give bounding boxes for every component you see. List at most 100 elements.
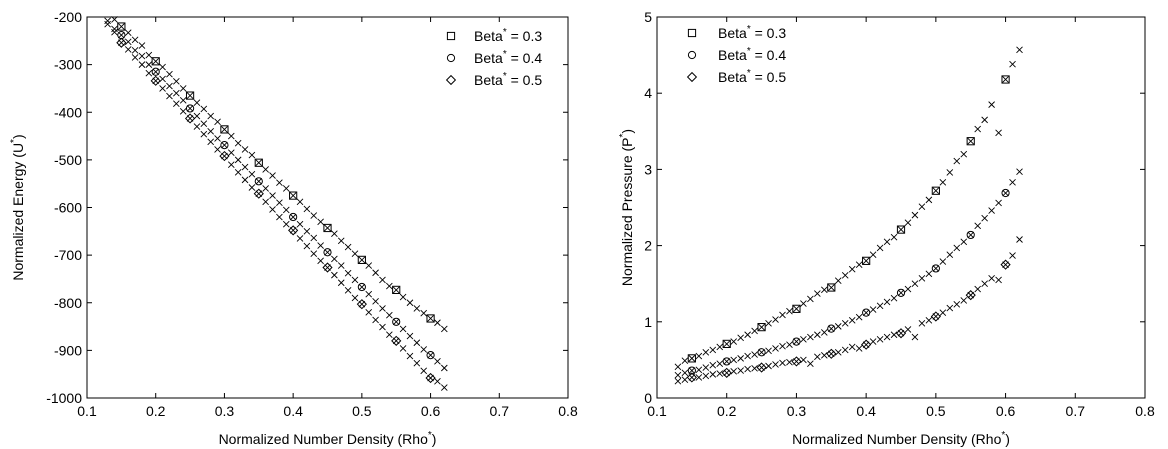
simulation-point: [420, 367, 428, 375]
data-point-square: [357, 255, 366, 264]
simulation-point: [681, 369, 689, 377]
data-point-overlay: [324, 248, 331, 256]
data-point-overlay: [186, 105, 194, 112]
simulation-point: [869, 251, 877, 259]
data-point-diamond: [322, 262, 333, 273]
data-point-diamond: [116, 37, 127, 48]
data-point-diamond: [356, 299, 367, 310]
simulation-point: [262, 166, 269, 173]
data-point-overlay: [289, 192, 297, 199]
simulation-point: [344, 269, 352, 277]
simulation-point: [310, 250, 318, 258]
simulation-point: [159, 85, 166, 92]
simulation-point: [674, 377, 682, 385]
legend-label: Beta* = 0.3: [474, 27, 542, 44]
simulation-point: [166, 82, 173, 90]
simulation-point: [876, 302, 884, 310]
simulation-point: [296, 235, 304, 242]
simulation-point: [234, 168, 242, 176]
data-point-circle: [931, 264, 940, 273]
simulation-point: [869, 306, 877, 313]
legend-label-suffix: = 0.4: [751, 47, 787, 63]
legend-label-superscript: *: [503, 27, 507, 38]
simulation-point: [716, 343, 724, 351]
simulation-point: [695, 352, 703, 360]
simulation-point: [303, 242, 311, 250]
data-point-diamond: [150, 75, 161, 86]
x-axis: 0.1 0.2 0.3 0.4 0.5 0.6 0.7 0.8: [647, 17, 1155, 419]
y-tick-label: 4: [644, 85, 652, 101]
simulation-point: [946, 169, 954, 176]
x-tick-label: 0.8: [558, 403, 578, 419]
data-point-circle: [185, 104, 195, 113]
simulation-point: [344, 287, 352, 294]
data-point-diamond: [184, 113, 196, 124]
data-point-overlay: [392, 286, 400, 294]
simulation-point: [974, 125, 982, 133]
x-tick-label: 0.1: [77, 403, 97, 419]
simulation-point: [200, 105, 208, 113]
x-tick-label: 0.3: [787, 403, 807, 419]
simulation-point: [276, 199, 283, 207]
data-point-overlay: [862, 341, 870, 348]
simulation-point: [1009, 179, 1016, 186]
x-tick-label: 0.4: [856, 403, 876, 419]
simulation-point: [166, 92, 173, 100]
simulation-point: [709, 361, 717, 369]
simulation-point: [855, 345, 863, 352]
data-point-square: [289, 191, 298, 200]
simulation-point: [1009, 60, 1016, 68]
simulation-point: [351, 276, 359, 284]
data-point-overlay: [392, 337, 400, 345]
simulation-point: [918, 203, 926, 211]
x-axis-title-superscript: *: [1001, 430, 1005, 441]
simulation-point: [702, 364, 710, 371]
data-point-circle: [792, 337, 801, 346]
series-circle: [687, 188, 1010, 375]
simulation-point: [276, 179, 283, 187]
simulation-point: [241, 163, 249, 171]
simulation-point: [911, 211, 919, 219]
legend-label: Beta* = 0.5: [474, 71, 542, 88]
simulation-point: [1016, 236, 1023, 243]
data-point-overlay: [897, 289, 905, 297]
legend-label-main: Beta: [474, 28, 503, 44]
data-point-overlay: [186, 115, 194, 122]
simulation-point: [988, 101, 995, 108]
data-point-overlay: [358, 283, 366, 291]
simulation-point: [904, 326, 912, 333]
simulation-point: [695, 374, 703, 381]
series-diamond: [116, 37, 436, 384]
data-point-circle: [896, 288, 906, 297]
data-point-diamond: [791, 356, 802, 367]
simulation-point: [876, 244, 884, 252]
data-point-overlay: [758, 364, 765, 371]
y-tick-label: -1000: [46, 390, 82, 406]
simulation-point: [716, 370, 724, 377]
simulation-point: [365, 262, 373, 269]
simulation-point: [234, 156, 242, 164]
simulation-point: [800, 336, 807, 343]
simulation-point: [248, 151, 256, 159]
data-point-overlay: [827, 325, 835, 332]
simulation-point: [883, 333, 891, 341]
simulation-point: [193, 123, 201, 130]
legend-marker-square: [687, 28, 697, 38]
simulation-point: [310, 212, 318, 219]
simulation-point: [214, 118, 221, 126]
y-axis-title-suffix: ): [619, 129, 635, 134]
x-axis-title-superscript: *: [428, 430, 432, 441]
simulation-point: [386, 311, 393, 319]
simulation-point: [834, 323, 842, 330]
data-point-overlay: [1002, 189, 1009, 197]
pressure-chart: 0.1 0.2 0.3 0.4 0.5 0.6 0.7 0.8 0 1 2 3 4 5 Normalized…: [618, 9, 1155, 447]
x-tick-label: 0.8: [1135, 403, 1155, 419]
simulation-point: [744, 331, 751, 339]
simulation-point: [111, 28, 118, 36]
simulation-point: [911, 280, 919, 288]
data-point-circle: [426, 351, 435, 360]
simulation-point: [709, 346, 717, 354]
data-point-overlay: [186, 92, 194, 99]
simulation-point: [779, 342, 786, 350]
